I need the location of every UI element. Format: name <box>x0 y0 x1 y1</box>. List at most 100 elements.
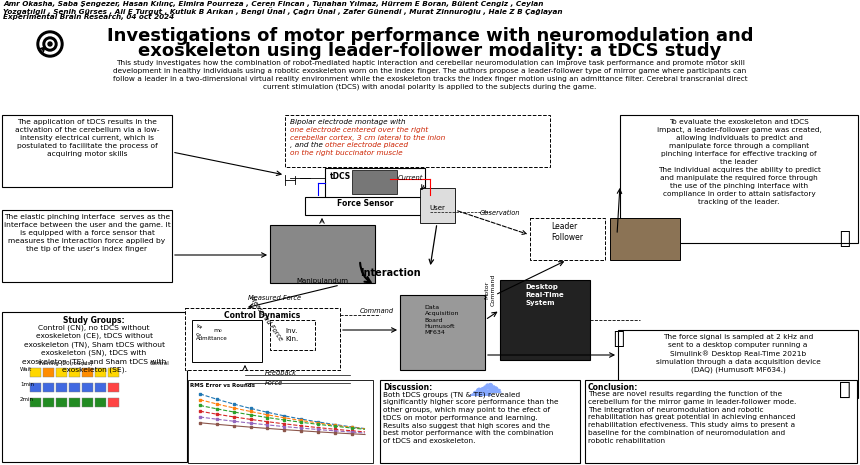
Text: m₀: m₀ <box>213 328 223 333</box>
Text: 💡: 💡 <box>839 380 851 399</box>
Text: on the right buccinator muscle: on the right buccinator muscle <box>290 150 402 156</box>
Text: Leader
Follower: Leader Follower <box>551 222 583 242</box>
Text: Manipulandum: Manipulandum <box>296 278 348 284</box>
Text: RMS Error vs Rounds: RMS Error vs Rounds <box>190 383 255 388</box>
Bar <box>95 398 106 407</box>
Text: Feedback: Feedback <box>265 370 297 376</box>
Text: Desktop
Real-Time
System: Desktop Real-Time System <box>525 284 564 306</box>
Circle shape <box>37 31 63 57</box>
Circle shape <box>48 42 52 46</box>
Bar <box>620 115 858 243</box>
Bar <box>192 320 262 362</box>
Bar <box>610 218 680 260</box>
Text: To evaluate the exoskeleton and tDCS
impact, a leader-follower game was created,: To evaluate the exoskeleton and tDCS imp… <box>657 119 821 205</box>
Text: , and the: , and the <box>290 142 325 148</box>
Bar <box>380 380 580 463</box>
Bar <box>30 398 41 407</box>
Bar <box>352 170 397 194</box>
Circle shape <box>43 37 57 51</box>
Text: ☁: ☁ <box>483 378 503 397</box>
Bar <box>82 383 93 392</box>
Bar <box>270 225 375 283</box>
Text: Force Sensor: Force Sensor <box>337 199 393 208</box>
Text: Observation: Observation <box>480 210 520 216</box>
Bar <box>43 368 54 377</box>
Bar <box>530 218 605 260</box>
Bar <box>69 368 80 377</box>
Bar <box>43 383 54 392</box>
Bar <box>618 330 858 398</box>
Text: 🤖: 🤖 <box>612 330 624 348</box>
Bar <box>69 383 80 392</box>
Text: Command: Command <box>360 308 394 314</box>
Text: tDCS: tDCS <box>330 172 351 181</box>
Text: Wait: Wait <box>20 367 33 372</box>
Text: The elastic pinching interface  serves as the
interface between the user and the: The elastic pinching interface serves as… <box>3 214 170 252</box>
Bar <box>108 383 119 392</box>
Text: Motor
Command: Motor Command <box>484 274 495 306</box>
Bar <box>400 295 485 370</box>
Bar <box>185 308 340 370</box>
Bar <box>500 280 590 360</box>
Text: kₚ: kₚ <box>196 324 202 329</box>
Text: cₚ: cₚ <box>196 332 202 337</box>
Bar <box>108 398 119 407</box>
Text: one electrode centered over the right: one electrode centered over the right <box>290 127 428 133</box>
Bar <box>56 383 67 392</box>
Text: Current: Current <box>398 175 423 181</box>
Text: These are novel results regarding the function of the
cerebellum for the mirror : These are novel results regarding the fu… <box>588 391 796 444</box>
Text: exoskeleton using leader-follower modality: a tDCS study: exoskeleton using leader-follower modali… <box>138 42 722 60</box>
Text: Conclusion:: Conclusion: <box>588 383 638 392</box>
Bar <box>2 210 172 282</box>
Text: Study Groups:: Study Groups: <box>63 316 125 325</box>
Text: Control Dynamics: Control Dynamics <box>224 311 300 320</box>
Bar <box>2 312 187 462</box>
Text: Bipolar electrode montage with: Bipolar electrode montage with <box>290 119 408 125</box>
Text: Interaction: Interaction <box>359 268 421 278</box>
Bar <box>43 398 54 407</box>
Text: Experimental Brain Research, 04 oct 2024: Experimental Brain Research, 04 oct 2024 <box>3 14 174 20</box>
Text: This study investigates how the combination of robot-mediated haptic interaction: This study investigates how the combinat… <box>113 60 747 91</box>
Bar <box>30 383 41 392</box>
Text: Both tDCS groups (TN & TE) revealed
significantly higher score performance than : Both tDCS groups (TN & TE) revealed sign… <box>383 391 558 444</box>
Bar <box>2 115 172 187</box>
Text: Training (20 rounds): Training (20 rounds) <box>37 361 93 366</box>
Circle shape <box>46 40 54 48</box>
Text: Measured Force: Measured Force <box>248 295 301 301</box>
Bar <box>325 168 425 198</box>
Text: 🎮: 🎮 <box>839 230 851 248</box>
Text: Data
Acquisition
Board
Humusoft
MF634: Data Acquisition Board Humusoft MF634 <box>425 305 459 335</box>
Bar <box>188 380 373 463</box>
Bar <box>56 368 67 377</box>
Circle shape <box>40 34 60 54</box>
Bar <box>585 380 857 463</box>
Text: Force: Force <box>265 380 283 386</box>
Text: Yozgatılgil , Senih Gürses , Ali E Turgut , Kutluk B Arıkan , Bengi Ünal , Çağrı: Yozgatılgil , Senih Gürses , Ali E Turgu… <box>3 7 562 15</box>
Text: ☁: ☁ <box>468 377 493 401</box>
Text: Investigations of motor performance with neuromodulation and: Investigations of motor performance with… <box>107 27 753 45</box>
Bar <box>285 115 550 167</box>
Text: 2min: 2min <box>20 397 34 402</box>
Text: Control: Control <box>150 361 170 366</box>
Bar <box>305 197 425 215</box>
Bar <box>420 188 455 223</box>
Text: Amr Okasha, Saba Şengezer, Hasan Kılınç, Elmira Pourreza , Ceren Fincan , Tunaha: Amr Okasha, Saba Şengezer, Hasan Kılınç,… <box>3 1 544 7</box>
Bar <box>270 320 315 350</box>
Text: User: User <box>429 205 445 211</box>
Text: The force signal is sampled at 2 kHz and
sent to a desktop computer running a
Si: The force signal is sampled at 2 kHz and… <box>655 334 820 373</box>
Text: 1min: 1min <box>20 382 34 387</box>
Bar <box>95 368 106 377</box>
Bar <box>30 368 41 377</box>
Bar <box>56 398 67 407</box>
Text: other electrode placed: other electrode placed <box>325 142 408 148</box>
Text: cerebellar cortex, 3 cm lateral to the inion: cerebellar cortex, 3 cm lateral to the i… <box>290 134 445 140</box>
Bar <box>95 383 106 392</box>
Text: The application of tDCS results in the
activation of the cerebellum via a low-
i: The application of tDCS results in the a… <box>15 119 159 157</box>
Text: Inv.
Kin.: Inv. Kin. <box>286 328 298 342</box>
Bar <box>108 368 119 377</box>
Bar <box>69 398 80 407</box>
Text: ☁: ☁ <box>479 375 495 393</box>
Bar <box>82 398 93 407</box>
Bar <box>82 368 93 377</box>
Text: Discussion:: Discussion: <box>383 383 433 392</box>
